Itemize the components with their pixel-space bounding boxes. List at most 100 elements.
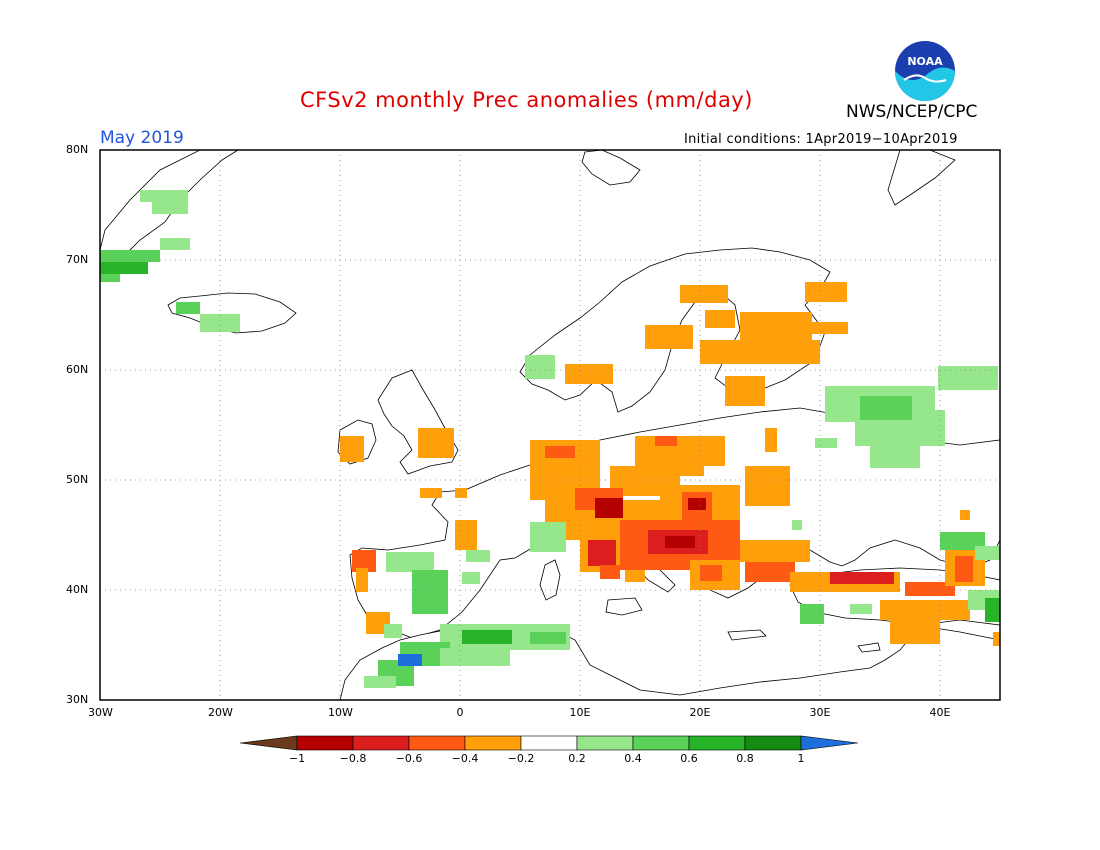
anomaly-cell: [176, 302, 200, 314]
anomaly-cell: [455, 520, 477, 550]
anomaly-cell: [792, 520, 802, 530]
colorbar-label: 1: [797, 752, 805, 765]
colorbar-label: 0.6: [680, 752, 698, 765]
colorbar-segment: [464, 735, 522, 751]
colorbar-label: −0.8: [339, 752, 367, 765]
svg-text:NOAA: NOAA: [907, 55, 943, 68]
colorbar-segment: [408, 735, 466, 751]
anomaly-cell: [462, 572, 480, 584]
anomaly-cell: [600, 565, 620, 579]
anomaly-cell: [100, 250, 160, 262]
lon-label: 30W: [88, 706, 113, 719]
colorbar-label: 0.8: [736, 752, 754, 765]
anomaly-cell: [860, 396, 912, 420]
anomaly-cell: [440, 648, 510, 666]
anomaly-cell: [688, 498, 706, 510]
anomaly-cell: [700, 340, 820, 364]
colorbar-arrow-low: [239, 735, 298, 751]
lat-label: 50N: [66, 473, 89, 486]
colorbar-segment: [688, 735, 746, 751]
lat-label: 40N: [66, 583, 89, 596]
anomaly-cell: [975, 546, 1000, 560]
forecast-month: May 2019: [100, 128, 184, 148]
anomaly-cell: [466, 550, 490, 562]
anomaly-cell: [880, 600, 970, 620]
anomaly-cell: [985, 598, 1000, 622]
anomaly-cell: [140, 190, 188, 202]
lon-label: 0: [456, 706, 464, 719]
colorbar-label: 0.4: [624, 752, 642, 765]
colorbar-segment: [744, 735, 802, 751]
anomaly-cell: [725, 376, 765, 406]
anomaly-cell: [665, 536, 695, 548]
anomaly-cell: [530, 632, 566, 644]
anomaly-cell: [960, 510, 970, 520]
anomaly-cell: [398, 654, 422, 666]
colorbar-segment: [296, 735, 354, 751]
map-title: CFSv2 monthly Prec anomalies (mm/day): [300, 88, 753, 112]
anomaly-cell: [905, 582, 955, 596]
anomaly-cell: [765, 428, 777, 452]
anomaly-cell: [625, 570, 645, 582]
anomaly-cell: [525, 355, 555, 379]
anomaly-cell: [352, 550, 376, 572]
lat-label: 30N: [66, 693, 89, 706]
lon-label: 30E: [809, 706, 831, 719]
colorbar-label: −0.4: [451, 752, 479, 765]
anomaly-cell: [805, 282, 847, 302]
colorbar-segment: [352, 735, 410, 751]
colorbar-label: −1: [288, 752, 306, 765]
anomaly-cell: [412, 570, 448, 614]
anomaly-cell: [386, 552, 434, 572]
anomaly-cell: [940, 532, 985, 550]
anomaly-cell: [745, 562, 795, 582]
anomaly-cell: [462, 630, 512, 644]
anomaly-cell: [700, 565, 722, 581]
anomaly-cell: [545, 446, 575, 458]
anomaly-cell: [705, 310, 735, 328]
anomaly-cell: [588, 540, 616, 566]
anomaly-cell: [100, 274, 120, 282]
lat-label: 70N: [66, 253, 89, 266]
anomaly-cell: [938, 366, 998, 390]
anomaly-cell: [565, 364, 613, 384]
anomaly-cell: [152, 202, 188, 214]
anomaly-cell: [680, 452, 704, 476]
anomaly-cell: [356, 568, 368, 592]
anomaly-cell: [364, 676, 396, 688]
noaa-logo: NOAA: [894, 40, 956, 102]
anomaly-cell: [455, 488, 467, 498]
organization-label: NWS/NCEP/CPC: [846, 102, 978, 122]
colorbar-segment: [632, 735, 690, 751]
lat-label: 80N: [66, 143, 89, 156]
anomaly-cell: [870, 440, 920, 468]
colorbar-arrow-high: [800, 735, 859, 751]
anomaly-cell: [100, 262, 148, 274]
anomaly-cell: [160, 238, 190, 250]
anomaly-cell: [340, 436, 364, 462]
colorbar-segment: [520, 735, 578, 751]
anomaly-cell: [384, 624, 402, 638]
anomaly-cell: [955, 556, 973, 582]
anomaly-cell: [418, 428, 454, 458]
map-grid: [100, 150, 1000, 700]
anomaly-cell: [530, 522, 566, 552]
anomaly-cell: [645, 325, 693, 349]
anomaly-cell: [420, 488, 442, 498]
anomaly-cell: [812, 322, 848, 334]
lon-label: 10E: [569, 706, 591, 719]
map-frame: [99, 149, 1001, 701]
anomaly-cell: [745, 466, 790, 506]
lat-label: 60N: [66, 363, 89, 376]
anomaly-cell: [993, 632, 1000, 646]
anomaly-cell: [850, 604, 872, 614]
colorbar-label: −0.2: [507, 752, 535, 765]
anomaly-cells: [100, 190, 1000, 688]
colorbar-label: −0.6: [395, 752, 423, 765]
lon-label: 40E: [929, 706, 951, 719]
anomaly-cell: [655, 436, 677, 446]
anomaly-cell: [595, 498, 623, 518]
anomaly-cell: [680, 285, 728, 303]
anomaly-cell: [740, 540, 810, 562]
